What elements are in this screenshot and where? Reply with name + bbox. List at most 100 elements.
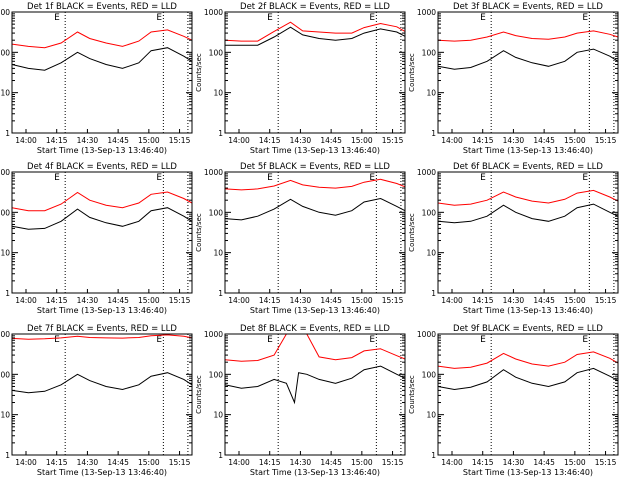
chart-title: Det 8f BLACK = Events, RED = LLD <box>240 324 390 334</box>
x-axis-label: Start Time (13-Sep-13 13:46:40) <box>463 306 593 315</box>
x-tick-label: 15:00 <box>138 296 160 305</box>
x-tick-label: 15:15 <box>595 136 617 145</box>
x-tick-label: 15:00 <box>564 136 586 145</box>
y-axis-label: Counts/sec <box>195 375 203 414</box>
y-axis-label: Counts/sec <box>195 213 203 252</box>
y-tick-label: 1 <box>5 451 10 460</box>
event-marker-label: E <box>267 13 273 23</box>
y-tick-label: 10 <box>426 89 436 98</box>
event-marker-label: E <box>369 335 375 345</box>
x-tick-label: 14:00 <box>228 296 250 305</box>
y-axis-label: Counts/sec <box>195 53 203 92</box>
x-tick-label: 15:00 <box>351 136 373 145</box>
x-tick-label: 15:00 <box>564 296 586 305</box>
chart-title: Det 2f BLACK = Events, RED = LLD <box>240 2 390 12</box>
x-tick-label: 14:00 <box>15 136 37 145</box>
series-line-events <box>224 197 406 221</box>
x-tick-label: 14:30 <box>503 458 525 467</box>
y-tick-label: 10 <box>213 249 223 258</box>
y-tick-label: 10 <box>0 89 10 98</box>
series-line-lld <box>11 29 193 49</box>
x-tick-label: 14:15 <box>472 458 494 467</box>
y-tick-label: 1000 <box>417 330 436 339</box>
x-tick-label: 14:15 <box>259 458 281 467</box>
chart-title: Det 4f BLACK = Events, RED = LLD <box>27 162 177 172</box>
plot-frame <box>437 11 619 134</box>
x-tick-label: 14:30 <box>77 136 99 145</box>
y-axis-label: Counts/sec <box>408 375 416 414</box>
x-tick-label: 14:45 <box>320 458 342 467</box>
chart-title: Det 6f BLACK = Events, RED = LLD <box>453 162 603 172</box>
series-line-events <box>437 367 619 391</box>
series-line-lld <box>11 334 193 340</box>
plot-frame <box>11 11 193 134</box>
y-tick-label: 10 <box>213 411 223 420</box>
x-tick-label: 15:15 <box>595 458 617 467</box>
y-tick-label: 1 <box>5 289 10 298</box>
event-marker-label: E <box>480 335 486 345</box>
x-tick-label: 15:00 <box>564 458 586 467</box>
event-marker-label: E <box>582 173 588 183</box>
series-line-lld <box>437 30 619 42</box>
chart-title: Det 3f BLACK = Events, RED = LLD <box>453 2 603 12</box>
y-tick-label: 1 <box>431 129 436 138</box>
x-tick-label: 15:00 <box>351 296 373 305</box>
y-axis-label: Counts/sec <box>408 53 416 92</box>
x-tick-label: 15:15 <box>595 296 617 305</box>
x-tick-label: 14:00 <box>441 136 463 145</box>
x-tick-label: 14:15 <box>46 136 68 145</box>
event-marker-label: E <box>582 13 588 23</box>
y-tick-label: 1000 <box>417 8 436 17</box>
chart-title: Det 1f BLACK = Events, RED = LLD <box>27 2 177 12</box>
series-line-lld <box>224 178 406 191</box>
y-tick-label: 1 <box>5 129 10 138</box>
x-tick-label: 14:15 <box>46 296 68 305</box>
y-axis-label: Counts/sec <box>408 213 416 252</box>
series-line-lld <box>437 351 619 369</box>
series-line-events <box>11 372 193 394</box>
series-line-events <box>437 203 619 224</box>
event-marker-label: E <box>156 335 162 345</box>
x-axis-label: Start Time (13-Sep-13 13:46:40) <box>37 468 167 477</box>
y-tick-label: 1000 <box>204 8 223 17</box>
y-tick-label: 1 <box>218 289 223 298</box>
x-tick-label: 14:00 <box>228 458 250 467</box>
event-marker-label: E <box>267 335 273 345</box>
x-tick-label: 15:00 <box>138 458 160 467</box>
y-tick-label: 100 <box>422 370 437 379</box>
plot-frame <box>437 171 619 294</box>
y-tick-label: 10 <box>213 89 223 98</box>
event-marker-label: E <box>267 173 273 183</box>
plot-frame <box>11 171 193 294</box>
y-tick-label: 1000 <box>204 168 223 177</box>
y-tick-label: 1000 <box>417 168 436 177</box>
y-tick-label: 1000 <box>0 168 10 177</box>
x-tick-label: 14:15 <box>472 136 494 145</box>
x-tick-label: 14:45 <box>107 136 129 145</box>
series-line-events <box>225 26 406 46</box>
x-tick-label: 14:15 <box>259 136 281 145</box>
event-marker-label: E <box>156 13 162 23</box>
x-tick-label: 14:00 <box>15 296 37 305</box>
x-tick-label: 15:00 <box>138 136 160 145</box>
y-tick-label: 10 <box>0 411 10 420</box>
plot-frame <box>224 333 406 456</box>
event-marker-label: E <box>54 335 60 345</box>
x-tick-label: 14:45 <box>320 136 342 145</box>
series-line-events <box>11 207 193 230</box>
series-line-lld <box>224 333 406 362</box>
y-tick-label: 100 <box>0 208 10 217</box>
x-tick-label: 15:15 <box>169 136 191 145</box>
event-marker-label: E <box>369 173 375 183</box>
x-tick-label: 14:45 <box>107 296 129 305</box>
y-tick-label: 1 <box>218 129 223 138</box>
x-tick-label: 14:45 <box>320 296 342 305</box>
y-tick-label: 1000 <box>204 330 223 339</box>
x-tick-label: 14:30 <box>503 296 525 305</box>
